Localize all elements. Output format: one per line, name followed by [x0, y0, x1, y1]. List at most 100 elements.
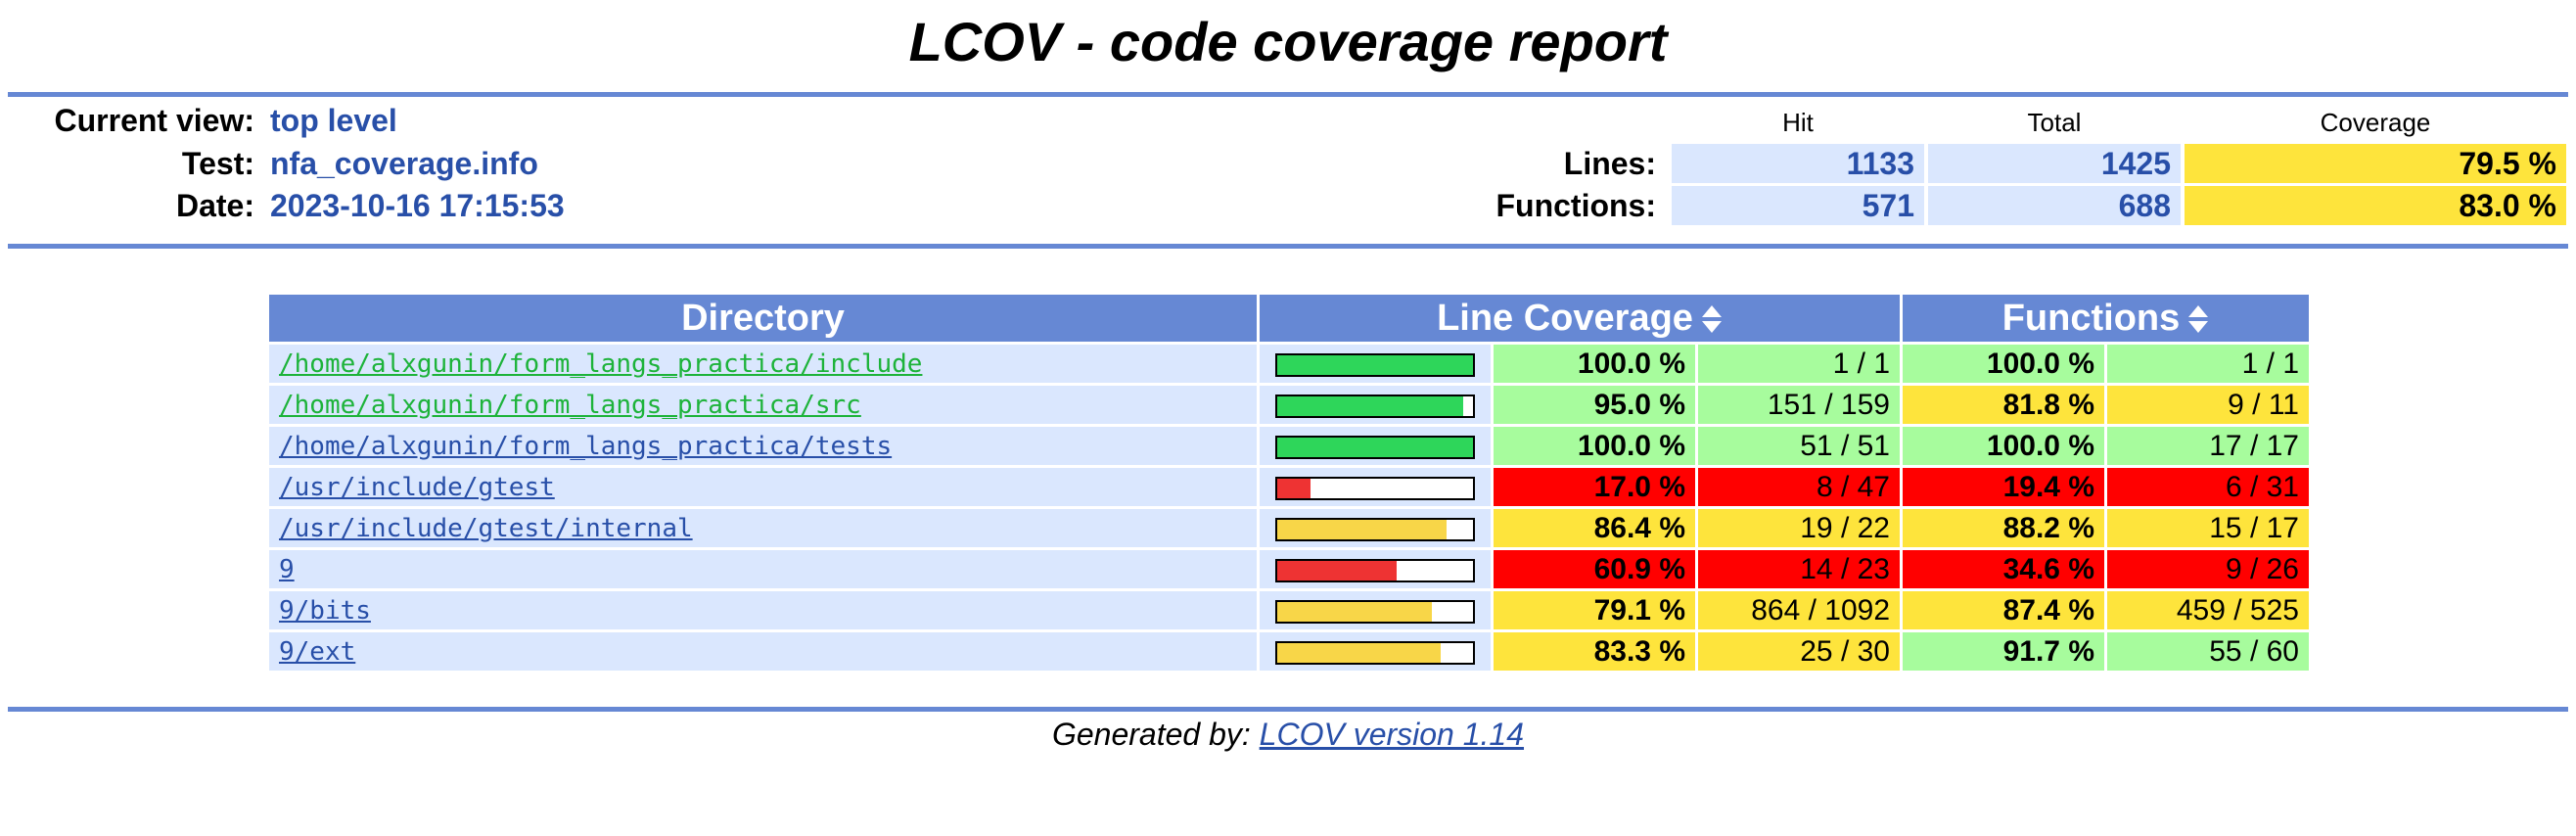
summary-lines-label: Lines:: [1563, 146, 1656, 181]
functions-coverage-count: 1 / 1: [2107, 345, 2309, 383]
line-coverage-count: 14 / 23: [1698, 550, 1900, 588]
directory-cell: 9: [269, 550, 1257, 588]
directory-cell: /home/alxgunin/form_langs_practica/inclu…: [269, 345, 1257, 383]
line-coverage-count: 25 / 30: [1698, 632, 1900, 671]
sort-icon[interactable]: [1701, 303, 1723, 335]
test-value: nfa_coverage.info: [270, 146, 538, 181]
table-row: /home/alxgunin/form_langs_practica/src 95…: [269, 386, 2309, 424]
functions-coverage-percent: 81.8 %: [1903, 386, 2104, 424]
functions-coverage-count: 55 / 60: [2107, 632, 2309, 671]
line-coverage-column-header: Line Coverage: [1260, 295, 1900, 342]
coverage-bar-fill: [1277, 478, 1311, 498]
directory-link[interactable]: /home/alxgunin/form_langs_practica/src: [279, 390, 861, 420]
line-coverage-count: 1 / 1: [1698, 345, 1900, 383]
lcov-version-link[interactable]: LCOV version 1.14: [1259, 717, 1525, 752]
coverage-bar-fill: [1277, 519, 1447, 539]
summary-total-header: Total: [2027, 108, 2082, 137]
directory-link[interactable]: /home/alxgunin/form_langs_practica/inclu…: [279, 348, 923, 379]
line-coverage-percent: 100.0 %: [1494, 345, 1695, 383]
table-row: /home/alxgunin/form_langs_practica/inclu…: [269, 345, 2309, 383]
directory-link[interactable]: 9/bits: [279, 595, 371, 626]
functions-coverage-percent: 91.7 %: [1903, 632, 2104, 671]
directory-link[interactable]: 9: [279, 554, 295, 584]
line-coverage-count: 51 / 51: [1698, 427, 1900, 465]
functions-column-header: Functions: [1903, 295, 2309, 342]
table-row: /usr/include/gtest/internal 86.4 % 19 / 22…: [269, 509, 2309, 547]
coverage-bar: [1275, 435, 1475, 459]
footer: Generated by: LCOV version 1.14: [0, 711, 2576, 758]
current-view-label: Current view:: [54, 103, 254, 138]
summary-functions-hit: 571: [1672, 186, 1924, 225]
functions-coverage-count: 6 / 31: [2107, 468, 2309, 506]
functions-coverage-percent: 88.2 %: [1903, 509, 2104, 547]
coverage-bar-fill: [1277, 395, 1463, 416]
summary-functions-coverage: 83.0 %: [2185, 186, 2566, 225]
coverage-bar-cell: [1260, 386, 1491, 424]
functions-coverage-percent: 19.4 %: [1903, 468, 2104, 506]
directory-cell: 9/bits: [269, 591, 1257, 629]
directory-cell: /usr/include/gtest: [269, 468, 1257, 506]
directory-link[interactable]: /home/alxgunin/form_langs_practica/tests: [279, 431, 893, 461]
coverage-bar-fill: [1277, 601, 1433, 622]
date-value: 2023-10-16 17:15:53: [270, 188, 565, 223]
table-row: /usr/include/gtest 17.0 % 8 / 47 19.4 % 6 / …: [269, 468, 2309, 506]
functions-coverage-count: 15 / 17: [2107, 509, 2309, 547]
table-row: 9/ext 83.3 % 25 / 30 91.7 % 55 / 60: [269, 632, 2309, 671]
directory-link[interactable]: /usr/include/gtest: [279, 472, 555, 502]
line-coverage-percent: 60.9 %: [1494, 550, 1695, 588]
line-coverage-header-label: Line Coverage: [1437, 297, 1693, 339]
summary-functions-label: Functions:: [1495, 188, 1656, 223]
coverage-bar: [1275, 558, 1475, 582]
functions-coverage-count: 17 / 17: [2107, 427, 2309, 465]
line-coverage-count: 8 / 47: [1698, 468, 1900, 506]
page-title: LCOV - code coverage report: [908, 11, 1668, 72]
sort-icon[interactable]: [2187, 303, 2209, 335]
coverage-bar-cell: [1260, 468, 1491, 506]
summary-coverage-header: Coverage: [2320, 108, 2431, 137]
table-row: 9 60.9 % 14 / 23 34.6 % 9 / 26: [269, 550, 2309, 588]
coverage-bar-fill: [1277, 354, 1473, 375]
directory-cell: 9/ext: [269, 632, 1257, 671]
line-coverage-percent: 95.0 %: [1494, 386, 1695, 424]
coverage-bar-cell: [1260, 591, 1491, 629]
functions-header-label: Functions: [2001, 297, 2181, 339]
functions-coverage-percent: 100.0 %: [1903, 427, 2104, 465]
directory-link[interactable]: 9/ext: [279, 636, 356, 667]
current-view-link[interactable]: top level: [270, 103, 397, 138]
functions-coverage-percent: 100.0 %: [1903, 345, 2104, 383]
functions-coverage-count: 459 / 525: [2107, 591, 2309, 629]
directory-header-label: Directory: [681, 297, 845, 339]
coverage-bar: [1275, 394, 1475, 418]
coverage-bar: [1275, 599, 1475, 624]
directory-table-body: /home/alxgunin/form_langs_practica/inclu…: [269, 345, 2309, 671]
line-coverage-count: 864 / 1092: [1698, 591, 1900, 629]
directory-cell: /home/alxgunin/form_langs_practica/tests: [269, 427, 1257, 465]
summary-lines-hit: 1133: [1672, 144, 1924, 183]
directory-cell: /usr/include/gtest/internal: [269, 509, 1257, 547]
directory-link[interactable]: /usr/include/gtest/internal: [279, 513, 693, 543]
line-coverage-percent: 83.3 %: [1494, 632, 1695, 671]
date-label: Date:: [175, 188, 254, 223]
line-coverage-count: 151 / 159: [1698, 386, 1900, 424]
coverage-bar-cell: [1260, 509, 1491, 547]
coverage-bar: [1275, 640, 1475, 665]
coverage-bar-cell: [1260, 550, 1491, 588]
functions-coverage-percent: 34.6 %: [1903, 550, 2104, 588]
coverage-bar-fill: [1277, 560, 1397, 581]
line-coverage-percent: 86.4 %: [1494, 509, 1695, 547]
summary-functions-total: 688: [1928, 186, 2181, 225]
header-divider: [8, 244, 2568, 249]
functions-coverage-count: 9 / 26: [2107, 550, 2309, 588]
functions-coverage-count: 9 / 11: [2107, 386, 2309, 424]
coverage-bar-cell: [1260, 345, 1491, 383]
line-coverage-percent: 79.1 %: [1494, 591, 1695, 629]
footer-prefix: Generated by:: [1051, 717, 1260, 752]
test-label: Test:: [181, 146, 254, 181]
table-row: 9/bits 79.1 % 864 / 1092 87.4 % 459 / 525: [269, 591, 2309, 629]
table-row: /home/alxgunin/form_langs_practica/tests…: [269, 427, 2309, 465]
coverage-bar-cell: [1260, 427, 1491, 465]
coverage-bar: [1275, 352, 1475, 377]
directory-table: Directory Line Coverage Functions /home/…: [266, 292, 2312, 673]
functions-coverage-percent: 87.4 %: [1903, 591, 2104, 629]
coverage-bar-fill: [1277, 437, 1473, 457]
